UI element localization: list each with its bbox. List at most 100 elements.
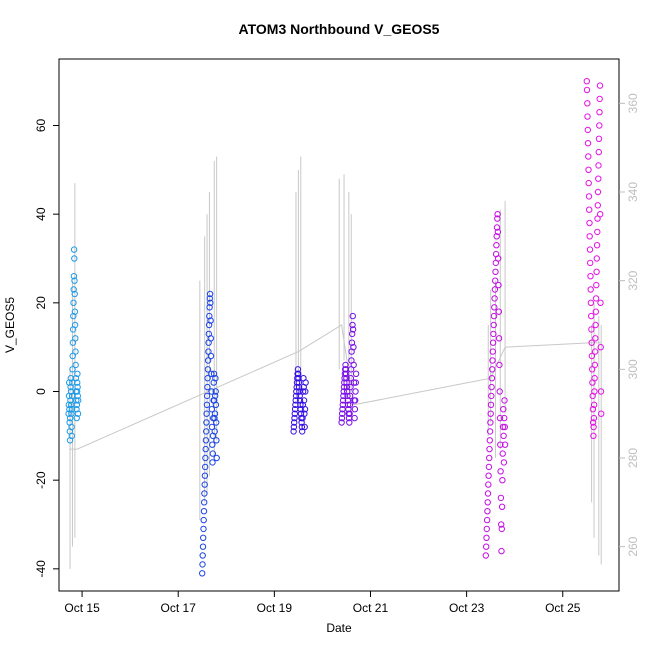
data-point (202, 445, 209, 453)
flight-series (583, 78, 605, 439)
data-point (301, 410, 308, 417)
data-point (352, 370, 360, 377)
y-tick-label: -20 (34, 471, 48, 489)
y2-axis: 260 280 300 320 340 360 (619, 93, 640, 557)
data-point (296, 397, 304, 404)
data-point (347, 375, 354, 382)
data-point (493, 233, 500, 240)
data-point (206, 312, 213, 320)
data-point (592, 295, 600, 302)
data-point (344, 392, 351, 400)
data-point (593, 281, 600, 289)
data-point (498, 547, 505, 555)
data-point (487, 410, 494, 417)
data-point (75, 397, 82, 404)
data-point (207, 299, 214, 306)
data-point (203, 419, 210, 426)
data-point (351, 406, 359, 413)
data-point (583, 86, 591, 94)
data-point (496, 414, 504, 422)
data-point (495, 308, 502, 315)
data-point (488, 383, 495, 391)
data-point (484, 490, 492, 497)
data-point (501, 441, 509, 448)
data-point (206, 290, 214, 298)
data-point (200, 508, 208, 515)
data-point (73, 388, 81, 395)
data-point (291, 414, 298, 422)
flight-series (199, 290, 220, 577)
data-point (208, 370, 215, 377)
data-point (497, 468, 504, 475)
data-point (202, 454, 209, 462)
data-point (591, 375, 598, 382)
data-point (74, 392, 82, 400)
data-point (586, 219, 593, 227)
data-point (490, 312, 498, 320)
data-point (584, 140, 592, 147)
data-point (598, 410, 605, 417)
data-point (206, 295, 214, 302)
data-point (206, 304, 213, 311)
data-point (589, 419, 597, 426)
data-point (488, 375, 496, 382)
data-point (298, 423, 306, 431)
data-point (72, 375, 80, 382)
y2-tick-label: 300 (626, 359, 640, 379)
data-point (486, 445, 493, 453)
data-point (292, 392, 300, 400)
data-point (590, 432, 597, 439)
data-point (494, 211, 501, 218)
data-point (594, 228, 601, 236)
data-point (200, 516, 207, 524)
data-point (587, 259, 594, 267)
data-point (204, 375, 211, 382)
y-tick-label: 20 (34, 296, 48, 310)
y-axis-label: V_GEOS5 (3, 297, 17, 353)
data-point (500, 459, 508, 466)
data-point (485, 472, 492, 479)
data-point (591, 348, 599, 355)
data-point (596, 95, 603, 103)
x-tick-label: Oct 25 (545, 601, 581, 615)
data-point (302, 388, 309, 395)
data-point (70, 273, 78, 280)
data-point (587, 299, 595, 306)
data-point (296, 388, 303, 395)
data-point (72, 335, 79, 342)
data-point (489, 339, 497, 346)
data-point (70, 286, 77, 293)
data-point (70, 246, 78, 253)
data-point (69, 366, 76, 373)
data-point (495, 335, 503, 342)
data-point (339, 406, 346, 413)
data-point (342, 370, 350, 377)
data-point (298, 419, 305, 426)
data-point (205, 321, 213, 329)
data-point (487, 419, 494, 426)
data-point (346, 419, 353, 426)
data-point (338, 414, 346, 422)
data-point (207, 335, 215, 342)
data-point (200, 525, 207, 533)
y-axis: -40 -20 0 20 40 60 (34, 119, 59, 578)
data-point (597, 211, 604, 218)
data-point (201, 499, 208, 506)
data-point (588, 352, 596, 360)
data-point (343, 379, 350, 386)
data-point (584, 113, 591, 120)
data-point (301, 423, 308, 431)
data-point (499, 477, 506, 484)
data-point (488, 392, 495, 400)
data-point (199, 552, 206, 559)
data-point (201, 481, 208, 488)
data-point (346, 410, 353, 417)
data-point (210, 370, 218, 377)
data-point (489, 357, 496, 364)
data-point (340, 388, 347, 395)
data-point (299, 388, 307, 395)
data-point (200, 534, 207, 541)
data-point (585, 193, 593, 200)
data-point (490, 321, 497, 329)
y2-tick-label: 280 (626, 448, 640, 468)
